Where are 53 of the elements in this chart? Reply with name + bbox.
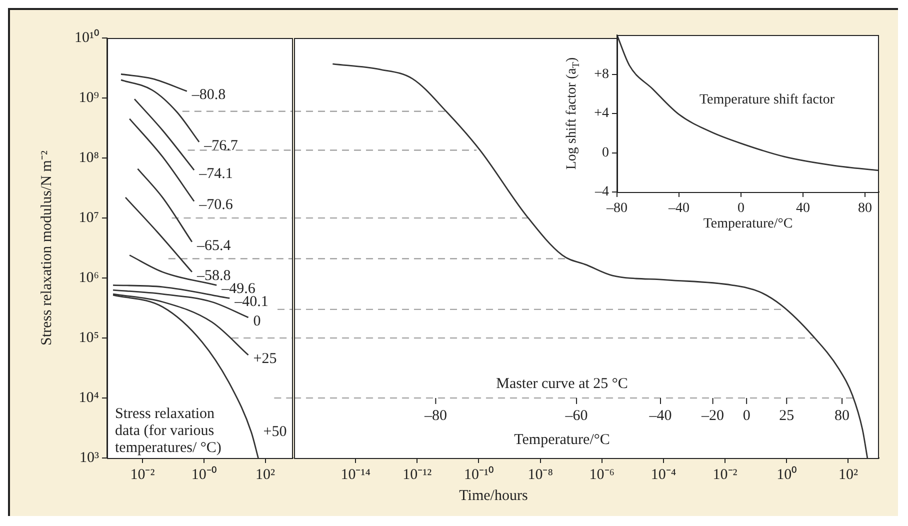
x-tick-label: 10⁻² bbox=[130, 466, 156, 483]
x-axis-title: Temperature/°C bbox=[703, 216, 793, 232]
series-label: –80.8 bbox=[190, 87, 226, 104]
series-label: –74.1 bbox=[198, 166, 233, 182]
y-tick-label: –4 bbox=[594, 184, 609, 200]
y-tick-label: 10⁶ bbox=[78, 270, 99, 286]
series-label: –70.6 bbox=[198, 197, 234, 214]
x-tick-label: 10⁻¹² bbox=[402, 466, 432, 483]
y-tick-label: 10⁷ bbox=[78, 210, 99, 226]
y-axis-title: Log shift factor (aT) bbox=[564, 57, 582, 170]
x-tick-label: 10⁻⁰ bbox=[191, 466, 216, 483]
annotation: –40 bbox=[648, 408, 672, 424]
y-tick-label: 10¹⁰ bbox=[74, 28, 99, 46]
x-tick-label: 10⁻² bbox=[712, 466, 738, 483]
series-label: –58.8 bbox=[196, 268, 231, 284]
x-axis-title: Time/hours bbox=[458, 488, 529, 505]
x-tick-label: 10⁻¹⁰ bbox=[464, 466, 494, 483]
x-tick-label: 10⁰ bbox=[776, 466, 797, 483]
x-tick-label: 10⁻⁸ bbox=[528, 466, 553, 483]
series-label: –65.4 bbox=[196, 238, 232, 254]
x-tick-label: 10² bbox=[256, 466, 276, 483]
y-tick-label: 0 bbox=[602, 145, 609, 160]
series-label: +50 bbox=[263, 424, 287, 440]
y-axis-title: Stress relaxation modulus/N m⁻² bbox=[38, 150, 55, 346]
y-tick-label: +4 bbox=[594, 106, 609, 122]
y-tick-label: 10⁴ bbox=[78, 390, 99, 406]
x-tick-label: 10⁻⁶ bbox=[589, 466, 615, 483]
y-tick-label: 10⁵ bbox=[78, 330, 99, 346]
annotation: –80 bbox=[423, 408, 447, 424]
x-tick-label: 80 bbox=[858, 201, 872, 216]
y-tick-label: +8 bbox=[594, 66, 609, 82]
annotation: Temperature shift factor bbox=[699, 92, 835, 108]
x-tick-label: 10⁻⁴ bbox=[650, 466, 676, 483]
series-label: 0 bbox=[253, 313, 261, 330]
x-tick-label: –40 bbox=[668, 201, 690, 216]
annotation: Master curve at 25 °C bbox=[496, 376, 628, 392]
annotation: Temperature/°C bbox=[514, 432, 610, 448]
annotation: –20 bbox=[700, 408, 724, 424]
annotation: Stress relaxation data (for various temperatures/ °C) bbox=[115, 406, 222, 456]
x-tick-label: 10² bbox=[838, 466, 858, 483]
y-tick-label: 10⁹ bbox=[78, 90, 99, 106]
y-tick-label: 10³ bbox=[80, 450, 100, 466]
x-tick-label: 40 bbox=[796, 201, 810, 216]
series-label: +25 bbox=[253, 350, 277, 367]
annotation: 25 bbox=[779, 408, 794, 424]
x-tick-label: 0 bbox=[738, 201, 745, 216]
annotation: –60 bbox=[564, 408, 588, 424]
y-tick-label: 10⁸ bbox=[78, 150, 99, 166]
x-tick-label: 10⁻¹⁴ bbox=[340, 466, 370, 483]
series-label: –76.7 bbox=[203, 138, 238, 154]
annotation: 80 bbox=[834, 408, 850, 424]
x-tick-label: –80 bbox=[606, 201, 628, 216]
annotation: 0 bbox=[742, 408, 750, 424]
